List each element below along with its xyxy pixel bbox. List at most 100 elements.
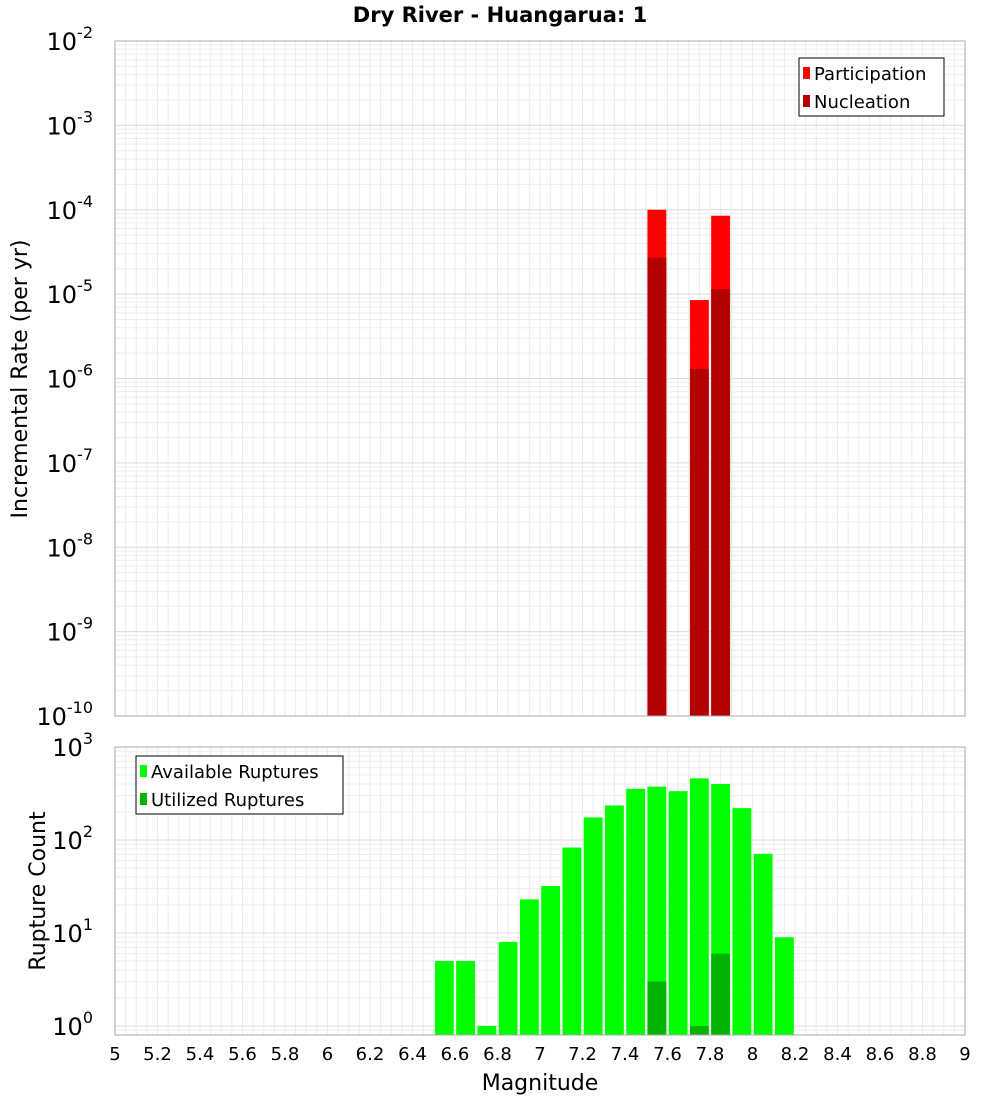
legend-label: Participation <box>814 64 926 85</box>
bar-available-ruptures <box>541 886 561 1035</box>
y-tick-exponent: 3 <box>83 729 93 748</box>
bar-available-ruptures <box>434 960 454 1035</box>
y-tick-exponent: -5 <box>77 276 93 295</box>
bar-available-ruptures <box>498 942 518 1035</box>
y-tick-exponent: -8 <box>77 529 93 548</box>
x-tick-label: 7.8 <box>696 1044 725 1065</box>
x-tick-label: 6.4 <box>398 1044 427 1065</box>
y-tick-base: 10 <box>47 112 78 140</box>
y-tick-label: 10-7 <box>47 445 94 478</box>
y-tick-exponent: -10 <box>67 698 93 717</box>
top-y-axis-label: Incremental Rate (per yr) <box>8 240 33 519</box>
x-tick-label: 5.6 <box>228 1044 257 1065</box>
y-tick-label: 10-10 <box>36 698 93 731</box>
legend-label: Utilized Ruptures <box>151 790 304 811</box>
y-tick-label: 10-4 <box>47 192 94 225</box>
y-tick-base: 10 <box>36 703 67 731</box>
bar-available-ruptures <box>477 1025 497 1035</box>
legend-box <box>798 57 945 117</box>
y-tick-base: 10 <box>52 920 83 948</box>
x-tick-label: 5.8 <box>271 1044 300 1065</box>
y-tick-label: 100 <box>52 1008 93 1041</box>
x-tick-label: 7.6 <box>653 1044 682 1065</box>
y-tick-exponent: -7 <box>77 445 93 464</box>
bar-available-ruptures <box>668 791 688 1035</box>
legend-box <box>135 755 344 815</box>
x-tick-label: 8.6 <box>866 1044 895 1065</box>
x-tick-label: 5.4 <box>186 1044 215 1065</box>
y-tick-base: 10 <box>47 197 78 225</box>
x-axis-label: Magnitude <box>482 1071 599 1096</box>
x-tick-label: 7 <box>534 1044 545 1065</box>
y-tick-exponent: 1 <box>83 915 93 934</box>
bar-available-ruptures <box>583 817 603 1035</box>
y-tick-exponent: 2 <box>83 822 93 841</box>
y-tick-label: 102 <box>52 822 93 855</box>
x-tick-label: 5 <box>109 1044 120 1065</box>
bar-available-ruptures <box>753 853 773 1035</box>
bar-available-ruptures <box>626 788 646 1035</box>
y-tick-exponent: -6 <box>77 361 93 380</box>
y-tick-label: 10-3 <box>47 107 94 140</box>
legend: Available Ruptures Utilized Ruptures <box>135 755 344 815</box>
legend-swatch <box>803 67 810 79</box>
plot-frame <box>114 40 966 717</box>
y-tick-base: 10 <box>52 734 83 762</box>
legend-label: Nucleation <box>814 92 910 113</box>
bar-available-ruptures <box>732 808 752 1035</box>
x-tick-label: 6.2 <box>356 1044 385 1065</box>
x-tick-label: 8.8 <box>908 1044 937 1065</box>
bar-available-ruptures <box>519 899 539 1035</box>
x-tick-label: 6 <box>322 1044 333 1065</box>
bar-utilized-ruptures <box>711 953 731 1035</box>
x-tick-label: 6.8 <box>483 1044 512 1065</box>
bar-nucleation <box>689 368 709 716</box>
y-tick-label: 10-5 <box>47 276 94 309</box>
legend-swatch <box>803 95 810 107</box>
bar-nucleation <box>647 257 667 716</box>
y-tick-base: 10 <box>47 619 78 647</box>
y-tick-label: 10-9 <box>47 614 94 647</box>
bar-utilized-ruptures <box>647 981 667 1035</box>
x-tick-label: 7.2 <box>568 1044 597 1065</box>
y-tick-base: 10 <box>47 366 78 394</box>
plot-panel-rate: 10-1010-910-810-710-610-510-410-310-2Par… <box>36 23 966 731</box>
y-tick-base: 10 <box>47 450 78 478</box>
bar-available-ruptures <box>562 847 582 1035</box>
y-tick-base: 10 <box>47 28 78 56</box>
bar-available-ruptures <box>689 778 709 1035</box>
y-tick-base: 10 <box>47 534 78 562</box>
x-tick-label: 5.2 <box>143 1044 172 1065</box>
y-tick-label: 10-6 <box>47 361 94 394</box>
x-tick-label: 7.4 <box>611 1044 640 1065</box>
y-tick-exponent: 0 <box>83 1008 93 1027</box>
chart-title: Dry River - Huangarua: 1 <box>353 3 647 27</box>
y-tick-label: 103 <box>52 729 93 762</box>
bar-nucleation <box>711 289 731 716</box>
bar-available-ruptures <box>774 937 794 1035</box>
y-tick-exponent: -2 <box>77 23 93 42</box>
y-tick-exponent: -3 <box>77 107 93 126</box>
y-tick-exponent: -9 <box>77 614 93 633</box>
bar-available-ruptures <box>604 805 624 1035</box>
y-tick-base: 10 <box>47 281 78 309</box>
bar-available-ruptures <box>456 960 476 1035</box>
y-tick-exponent: -4 <box>77 192 93 211</box>
plot-frame <box>114 746 966 1036</box>
y-tick-label: 10-2 <box>47 23 94 56</box>
y-tick-base: 10 <box>52 1013 83 1041</box>
legend-swatch <box>140 793 147 805</box>
legend: Participation Nucleation <box>798 57 945 117</box>
bar-available-ruptures <box>647 786 667 1035</box>
y-tick-base: 10 <box>52 827 83 855</box>
legend-label: Available Ruptures <box>151 762 319 783</box>
x-tick-label: 9 <box>959 1044 970 1065</box>
x-tick-label: 8.2 <box>781 1044 810 1065</box>
y-tick-label: 10-8 <box>47 529 94 562</box>
x-tick-label: 6.6 <box>441 1044 470 1065</box>
y-tick-label: 101 <box>52 915 93 948</box>
bar-utilized-ruptures <box>689 1025 709 1035</box>
